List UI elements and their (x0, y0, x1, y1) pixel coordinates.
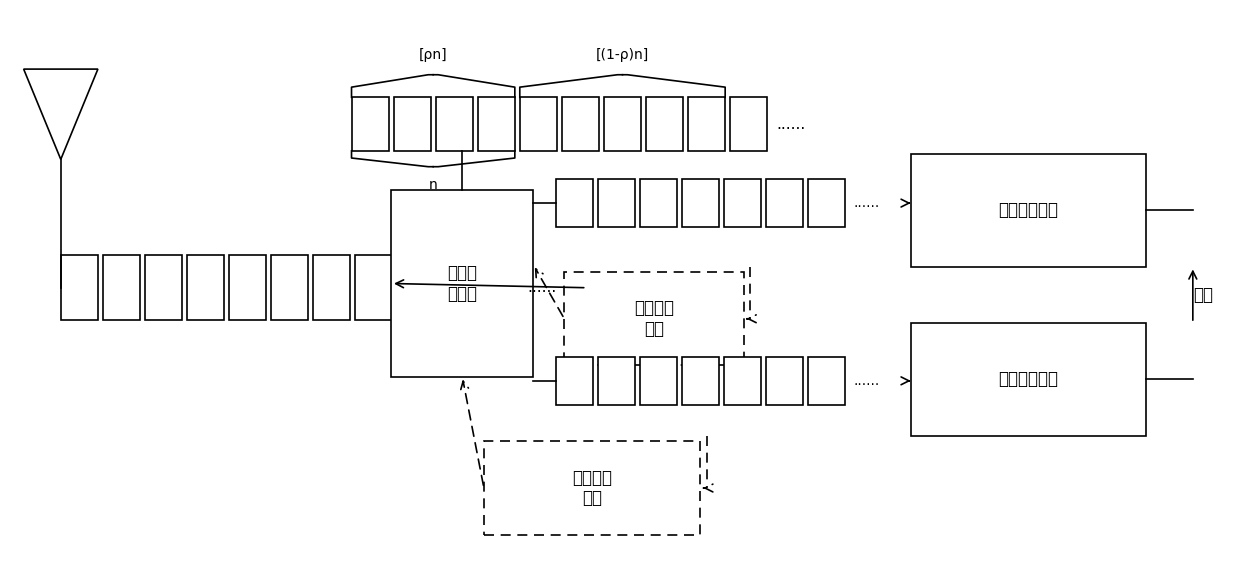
Bar (556, 357, 593, 405)
Bar (103, 255, 140, 320)
Text: 数据包
分割器: 数据包 分割器 (448, 264, 477, 303)
Text: [(1-ρ)n]: [(1-ρ)n] (596, 48, 649, 62)
Text: ......: ...... (527, 280, 557, 295)
Bar (646, 98, 683, 151)
Bar (598, 357, 635, 405)
Bar (640, 179, 677, 227)
Bar (393, 98, 430, 151)
Bar (355, 255, 392, 320)
Text: [ρn]: [ρn] (419, 48, 448, 62)
Bar (314, 255, 350, 320)
Text: 供能: 供能 (1193, 286, 1213, 304)
Bar (187, 255, 224, 320)
Bar (229, 255, 267, 320)
Text: ......: ...... (854, 196, 880, 210)
Bar (910, 154, 1146, 266)
Bar (272, 255, 309, 320)
Bar (604, 98, 641, 151)
Bar (682, 357, 719, 405)
Bar (61, 255, 98, 320)
Bar (730, 98, 768, 151)
Text: 能量收集模块: 能量收集模块 (998, 370, 1058, 388)
Bar (351, 98, 388, 151)
Bar (766, 179, 804, 227)
Bar (808, 357, 846, 405)
Bar (640, 357, 677, 405)
Bar (766, 357, 804, 405)
Text: ......: ...... (854, 374, 880, 388)
Text: 信息收集模块: 信息收集模块 (998, 201, 1058, 219)
Bar (145, 255, 182, 320)
Bar (910, 323, 1146, 436)
Text: n: n (429, 178, 438, 192)
Bar (439, 255, 476, 320)
Bar (520, 98, 557, 151)
Bar (435, 98, 472, 151)
Bar (484, 442, 701, 535)
Bar (682, 179, 719, 227)
Text: 能量状态
反馈: 能量状态 反馈 (572, 469, 613, 507)
Bar (391, 191, 533, 376)
Bar (724, 179, 761, 227)
Bar (562, 98, 599, 151)
Bar (481, 255, 518, 320)
Text: ......: ...... (776, 117, 805, 132)
Bar (564, 272, 744, 365)
Bar (724, 357, 761, 405)
Bar (556, 179, 593, 227)
Bar (477, 98, 515, 151)
Text: 信息状态
反馈: 信息状态 反馈 (634, 299, 675, 338)
Bar (397, 255, 434, 320)
Bar (598, 179, 635, 227)
Bar (688, 98, 725, 151)
Bar (808, 179, 846, 227)
